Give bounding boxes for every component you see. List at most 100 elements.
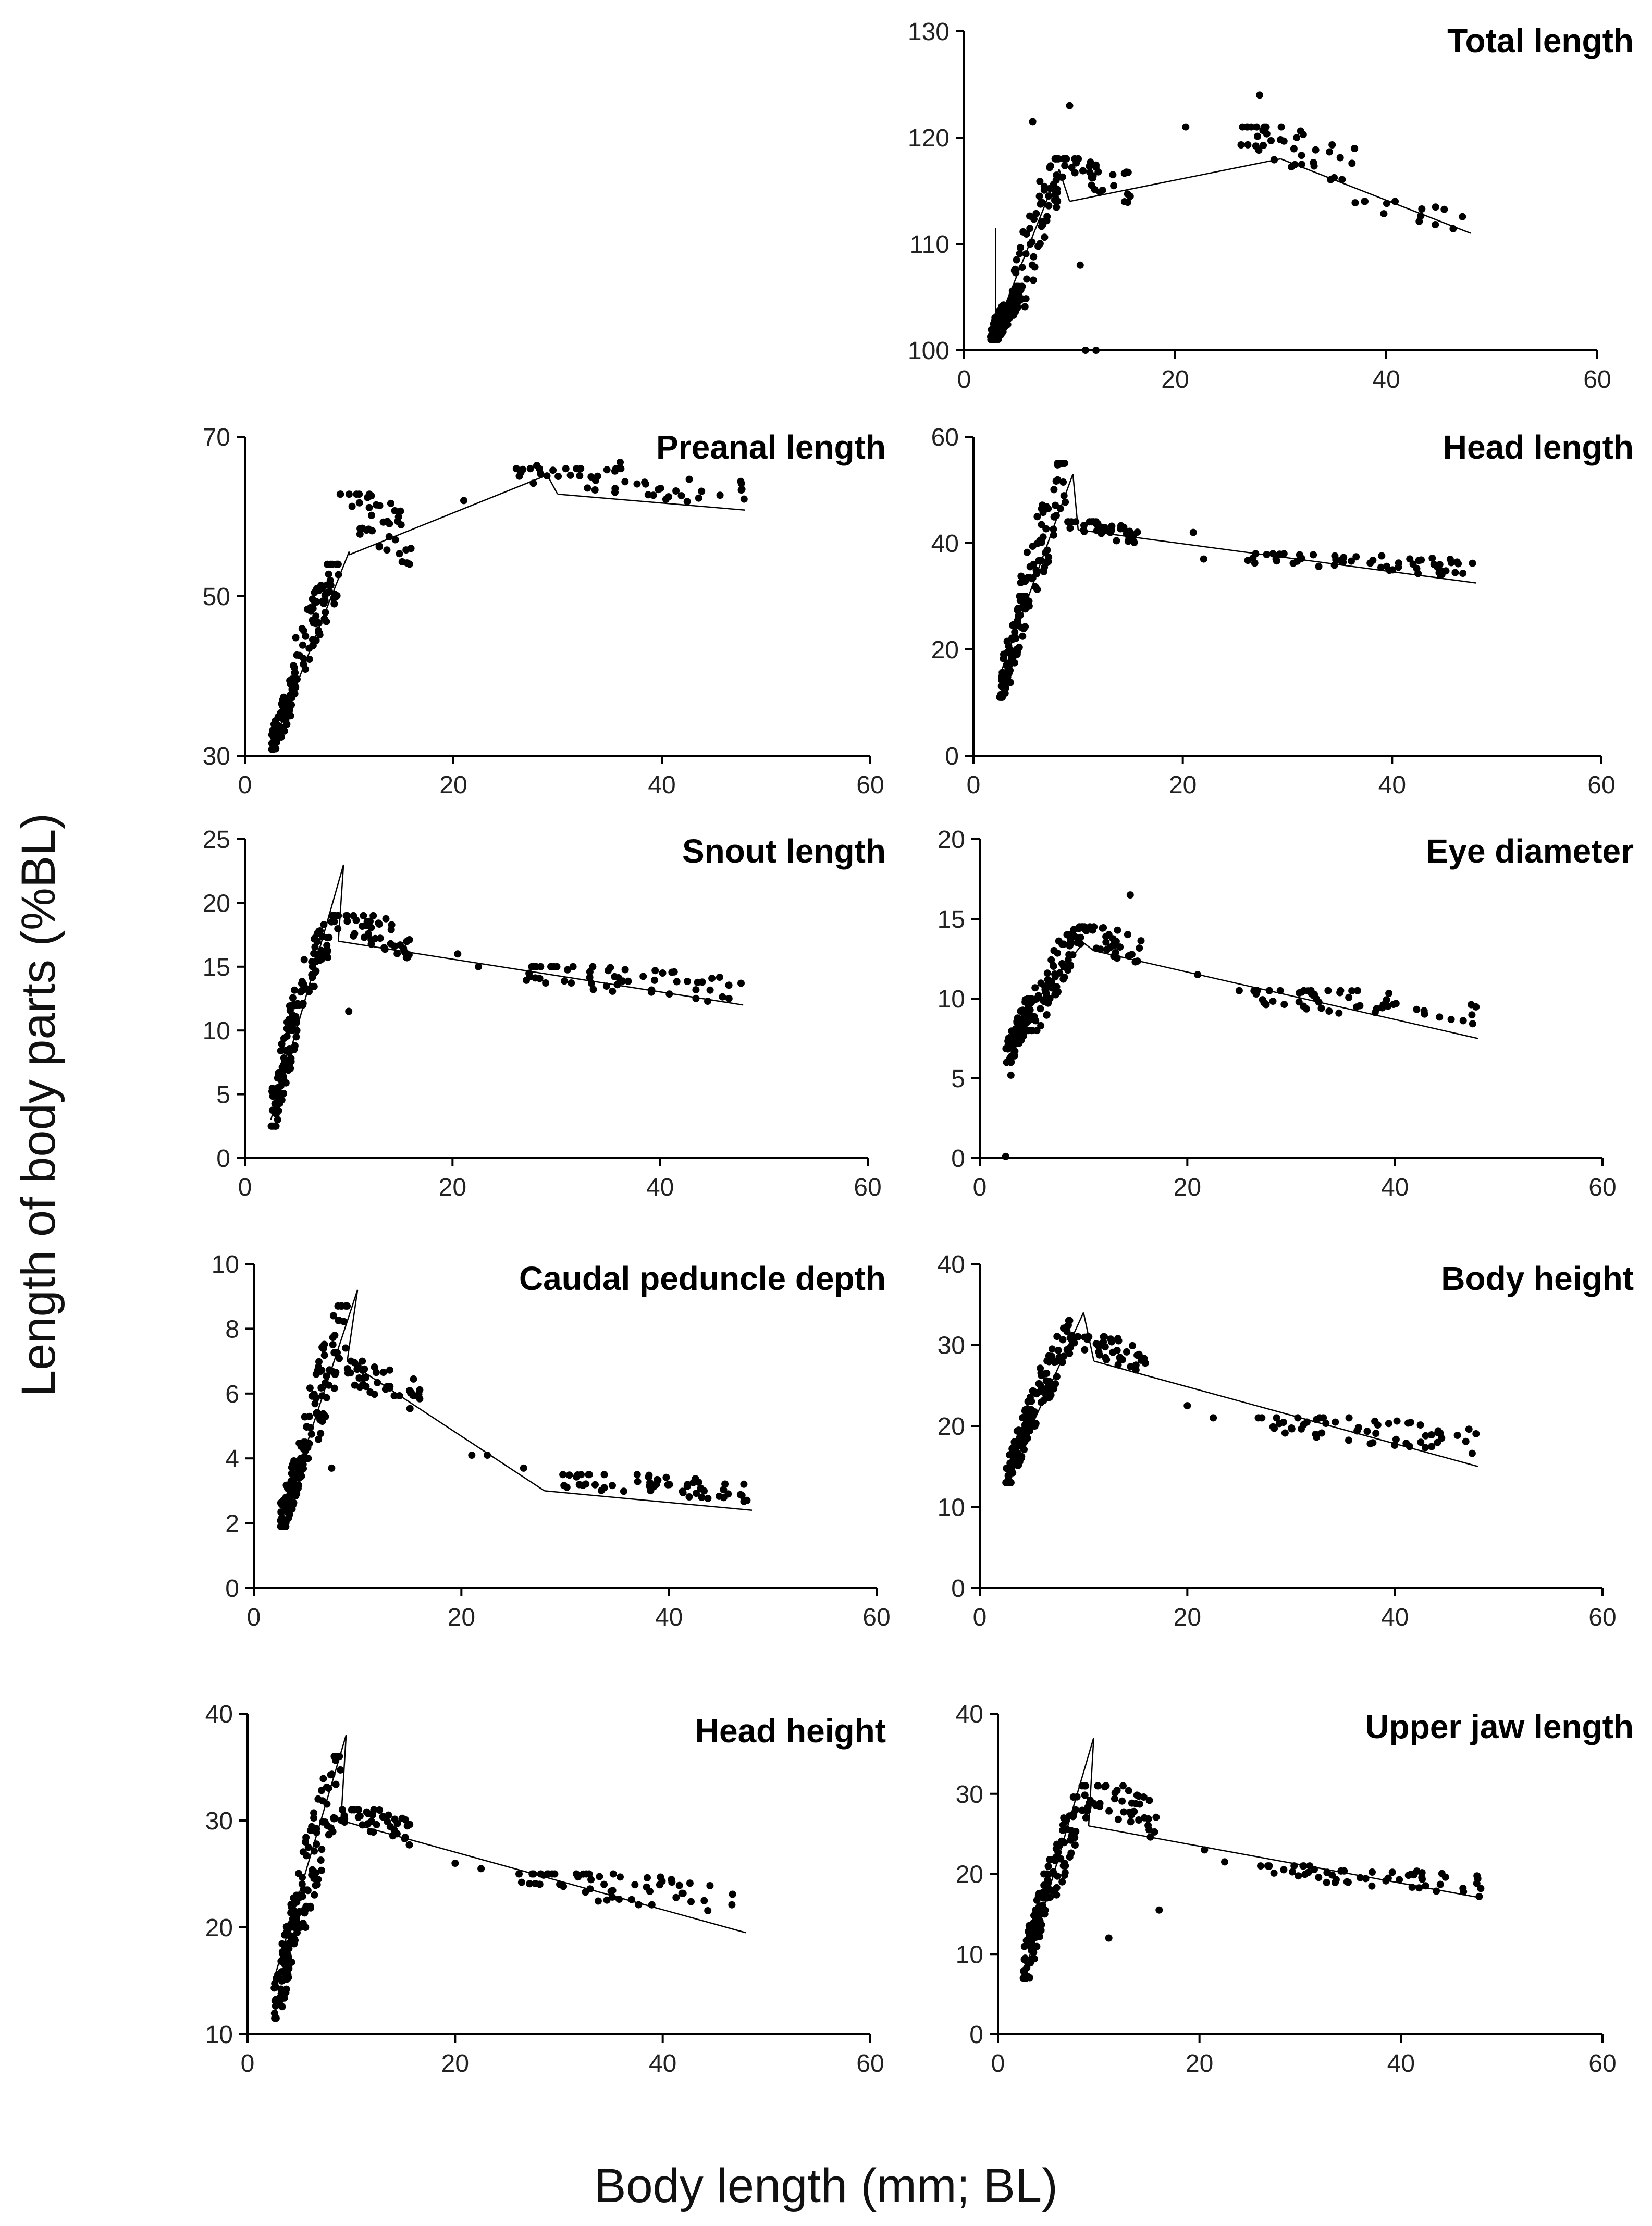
data-point bbox=[405, 936, 413, 943]
data-point bbox=[1295, 1872, 1302, 1880]
data-point bbox=[302, 632, 310, 640]
data-point bbox=[1016, 250, 1024, 257]
data-point bbox=[1061, 460, 1068, 467]
fit-line-segment bbox=[1022, 1737, 1094, 1978]
y-axis-title: Length of body parts (%BL) bbox=[12, 813, 65, 1397]
data-point bbox=[1054, 155, 1062, 163]
data-point bbox=[1054, 1347, 1062, 1354]
panel-title-caudal-peduncle-depth: Caudal peduncle depth bbox=[519, 1260, 886, 1297]
y-tick-label: 0 bbox=[225, 1575, 239, 1603]
data-point bbox=[331, 1332, 339, 1339]
data-point bbox=[1037, 1022, 1045, 1029]
data-point bbox=[1105, 1934, 1113, 1942]
y-tick-label: 120 bbox=[908, 125, 950, 152]
data-point bbox=[1413, 1005, 1421, 1013]
data-point bbox=[1037, 1005, 1044, 1013]
data-point bbox=[285, 1939, 293, 1947]
data-point bbox=[326, 588, 334, 596]
y-tick-label: 5 bbox=[951, 1065, 965, 1093]
data-point bbox=[366, 917, 374, 925]
data-point bbox=[1392, 1000, 1400, 1007]
data-point bbox=[1053, 1333, 1061, 1340]
x-tick-label: 0 bbox=[238, 771, 252, 799]
data-point bbox=[303, 1886, 311, 1894]
data-point bbox=[1127, 1818, 1135, 1826]
data-point bbox=[316, 1416, 324, 1424]
data-point bbox=[720, 1494, 728, 1502]
data-point bbox=[617, 1873, 624, 1881]
data-point bbox=[277, 1508, 285, 1516]
data-point bbox=[376, 1806, 384, 1814]
data-point bbox=[278, 1040, 286, 1048]
data-point bbox=[382, 915, 390, 923]
data-point bbox=[1249, 554, 1257, 562]
fit-line-segment bbox=[1069, 158, 1281, 202]
data-point bbox=[672, 487, 680, 495]
data-point bbox=[1120, 198, 1128, 205]
data-point bbox=[1116, 943, 1124, 951]
data-point bbox=[407, 545, 415, 552]
data-point bbox=[1031, 583, 1039, 591]
data-point bbox=[1043, 559, 1051, 567]
data-point bbox=[385, 1811, 392, 1819]
data-point bbox=[1040, 182, 1048, 190]
y-tick-label: 100 bbox=[908, 337, 950, 365]
data-point bbox=[1383, 562, 1390, 570]
data-point bbox=[379, 518, 387, 526]
data-point bbox=[397, 507, 404, 515]
data-point bbox=[1050, 513, 1058, 521]
data-point bbox=[1039, 509, 1047, 516]
data-point bbox=[280, 1990, 288, 1998]
data-point bbox=[302, 1834, 310, 1841]
data-point bbox=[290, 1924, 298, 1931]
data-point bbox=[1126, 192, 1134, 200]
data-point bbox=[1112, 949, 1119, 956]
data-point bbox=[1110, 182, 1118, 190]
data-point bbox=[1072, 1828, 1080, 1835]
data-point bbox=[517, 1878, 525, 1886]
data-point bbox=[1369, 557, 1377, 564]
data-point bbox=[276, 1100, 283, 1108]
data-point bbox=[1061, 1869, 1069, 1877]
x-tick-label: 0 bbox=[967, 771, 981, 799]
data-point bbox=[582, 1888, 589, 1896]
data-point bbox=[1024, 1405, 1031, 1412]
data-point bbox=[1422, 1432, 1429, 1440]
data-point bbox=[1092, 163, 1100, 171]
data-point bbox=[1453, 1432, 1461, 1439]
y-tick-label: 20 bbox=[931, 636, 959, 664]
data-point bbox=[1361, 198, 1369, 205]
data-point bbox=[1127, 1811, 1135, 1819]
data-point bbox=[1438, 1434, 1446, 1442]
data-point bbox=[1132, 1800, 1140, 1807]
fit-line-segment bbox=[340, 1819, 746, 1934]
data-point bbox=[334, 1302, 342, 1310]
x-tick-label: 40 bbox=[646, 1174, 674, 1201]
data-point bbox=[1368, 1882, 1376, 1890]
data-point bbox=[560, 1482, 568, 1490]
data-point bbox=[1435, 569, 1443, 576]
data-point bbox=[577, 465, 585, 473]
data-point bbox=[1113, 1787, 1121, 1794]
data-point bbox=[1020, 624, 1028, 632]
y-tick-label: 10 bbox=[938, 986, 965, 1013]
x-tick-label: 0 bbox=[991, 2050, 1005, 2077]
data-point bbox=[1323, 1878, 1330, 1886]
data-point bbox=[1428, 555, 1436, 562]
data-point bbox=[290, 664, 298, 671]
data-point bbox=[621, 478, 629, 486]
data-point bbox=[387, 499, 394, 507]
data-point bbox=[1035, 192, 1043, 200]
panel-title-head-length: Head length bbox=[1443, 428, 1634, 466]
data-point bbox=[374, 1379, 381, 1386]
data-point bbox=[1109, 942, 1117, 950]
data-point bbox=[611, 485, 619, 493]
data-point bbox=[1029, 543, 1037, 550]
data-point bbox=[1023, 548, 1031, 556]
data-point bbox=[1135, 1816, 1143, 1824]
data-point bbox=[1312, 146, 1320, 154]
data-point bbox=[1017, 244, 1025, 252]
data-point bbox=[1395, 563, 1402, 571]
data-point bbox=[403, 559, 411, 567]
